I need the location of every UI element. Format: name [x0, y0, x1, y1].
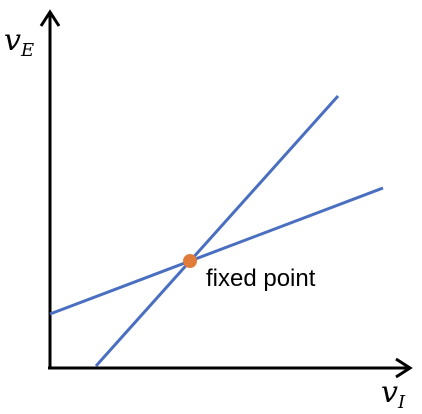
steep-line — [94, 94, 340, 368]
x-axis-arrowhead — [395, 357, 413, 379]
x-axis-label: vI — [381, 375, 406, 413]
shallow-line — [49, 186, 384, 316]
y-axis-arrowhead — [39, 9, 61, 27]
y-axis-label: vE — [4, 23, 34, 61]
fixed-point-label: fixed point — [206, 265, 316, 292]
fixed-point-marker — [183, 254, 197, 268]
